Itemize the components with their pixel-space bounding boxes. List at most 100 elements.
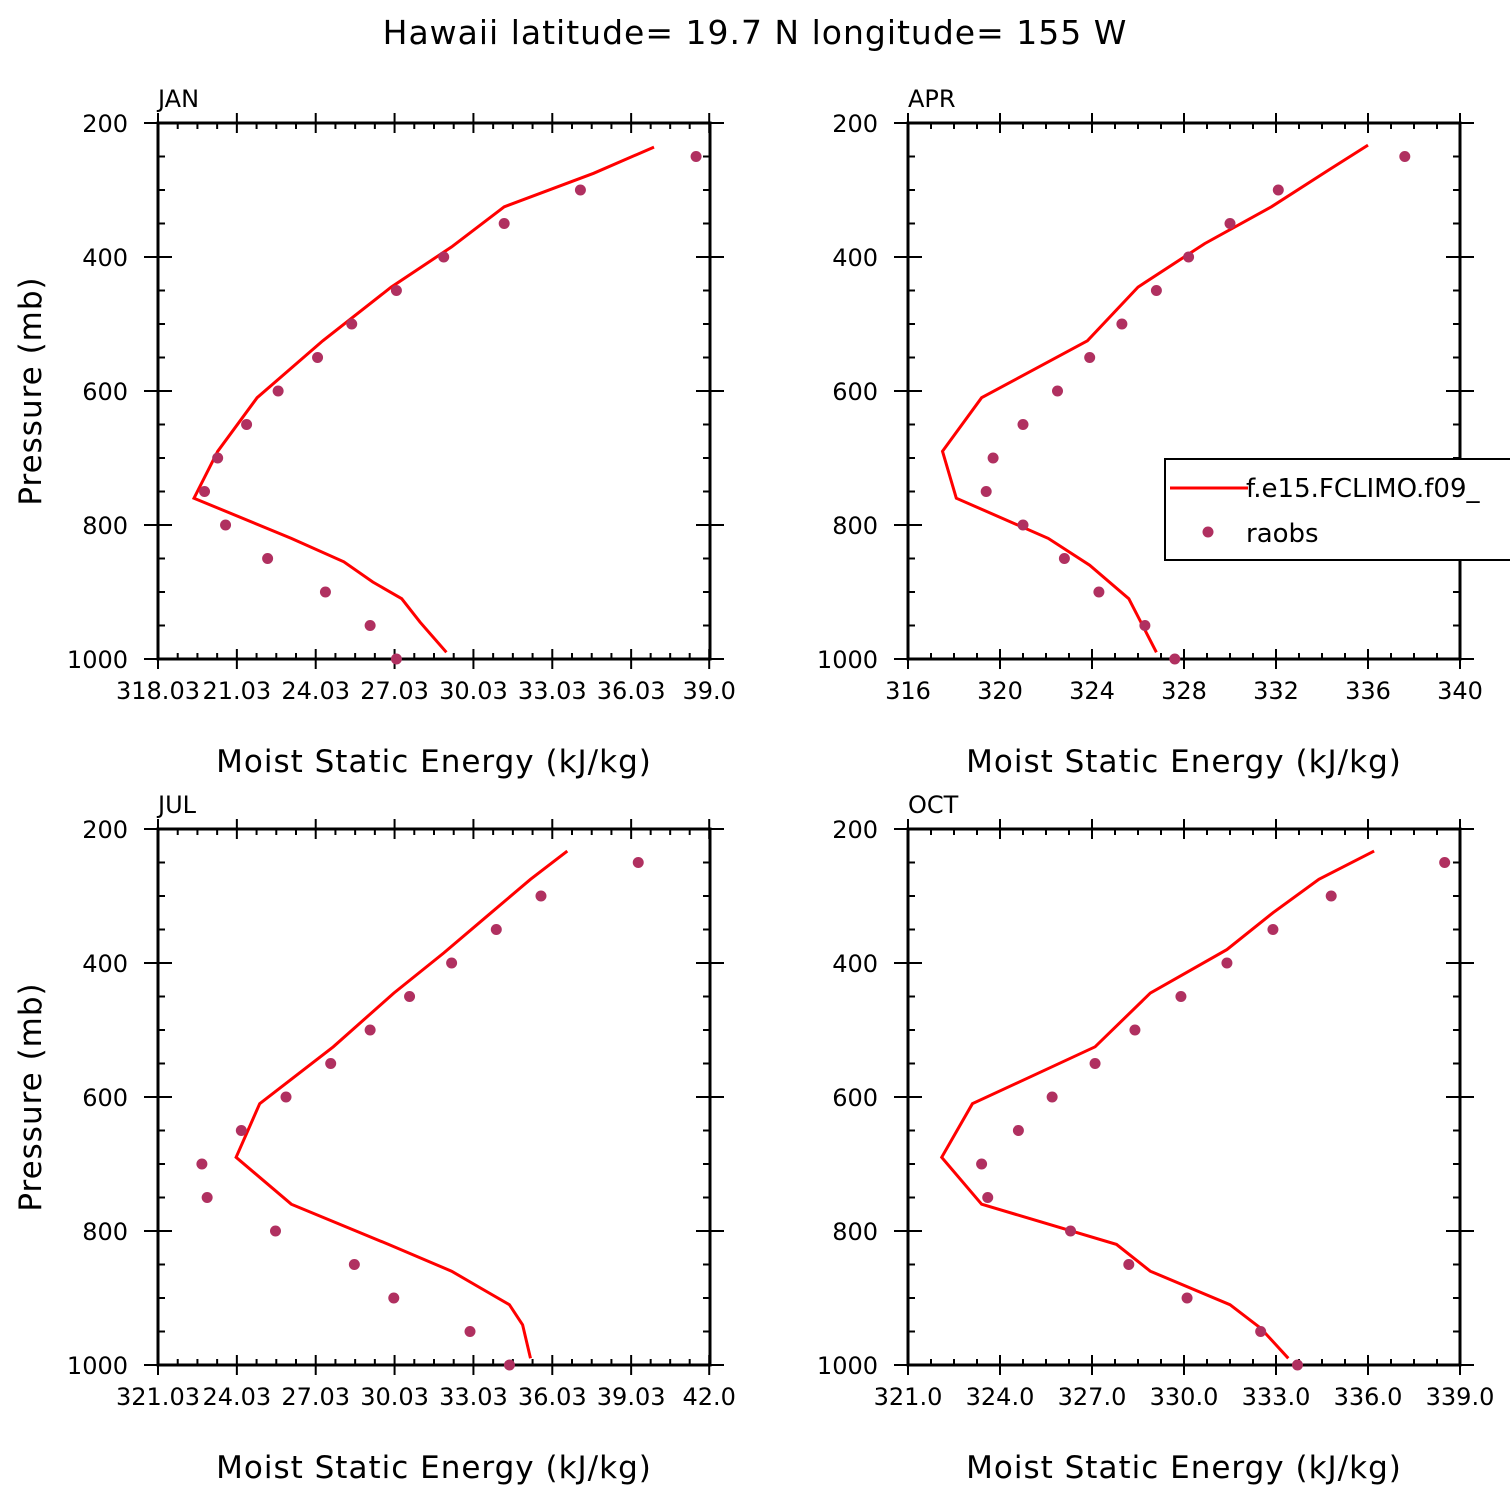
x-axis-title: Moist Static Energy (kJ/kg) bbox=[966, 744, 1402, 780]
raobs-point bbox=[980, 486, 992, 497]
panel-jan: JAN 318.03 21.03 24.03 27.03 30.03 33.03 36.03 3… bbox=[13, 85, 736, 780]
raobs-point bbox=[1123, 1259, 1135, 1270]
raobs-point bbox=[574, 184, 586, 196]
raobs-point bbox=[1183, 251, 1195, 263]
raobs-point bbox=[272, 385, 284, 397]
plot-frame bbox=[156, 121, 712, 661]
chart-title: Hawaii latitude= 19.7 N longitude= 155 W bbox=[383, 13, 1128, 52]
y-tick-label: 200 bbox=[82, 110, 128, 138]
y-tick-label: 800 bbox=[832, 512, 878, 540]
raobs-point bbox=[438, 251, 450, 263]
raobs-point bbox=[1046, 1091, 1058, 1103]
x-tick-label: 30.03 bbox=[360, 1383, 429, 1411]
y-tick-label: 200 bbox=[82, 816, 128, 844]
x-tick-label: 339.0 bbox=[1426, 1383, 1495, 1411]
raobs-point bbox=[269, 1225, 281, 1237]
x-tick-label: 336 bbox=[1345, 677, 1391, 705]
x-tick-label: 324.0 bbox=[966, 1383, 1035, 1411]
x-tick-label: 321.03 bbox=[116, 1383, 200, 1411]
x-tick-label: 320 bbox=[977, 677, 1023, 705]
x-tick-label: 316 bbox=[885, 677, 931, 705]
x-tick-label: 36.03 bbox=[597, 677, 666, 705]
x-tick-label: 321.0 bbox=[874, 1383, 943, 1411]
raobs-point bbox=[976, 1158, 988, 1170]
y-tick-label: 600 bbox=[832, 1084, 878, 1112]
raobs-point bbox=[280, 1091, 292, 1103]
raobs-point bbox=[1093, 586, 1105, 598]
panel-label: OCT bbox=[908, 791, 959, 819]
panel-label: JAN bbox=[156, 85, 199, 113]
raobs-point bbox=[201, 1192, 213, 1203]
y-tick-label: 400 bbox=[832, 950, 878, 978]
raobs-point bbox=[220, 519, 232, 531]
y-tick-label: 400 bbox=[832, 244, 878, 272]
x-tick-label: 36.03 bbox=[518, 1383, 587, 1411]
raobs-point bbox=[1058, 553, 1070, 564]
raobs-point bbox=[1129, 1024, 1141, 1036]
raobs-point bbox=[312, 352, 324, 363]
model-series-line bbox=[940, 143, 1369, 653]
raobs-point bbox=[346, 318, 358, 330]
raobs-point bbox=[199, 486, 211, 497]
raobs-point bbox=[632, 857, 644, 868]
x-tick-label: 328 bbox=[1161, 677, 1207, 705]
raobs-point bbox=[503, 1359, 515, 1371]
raobs-point bbox=[1089, 1058, 1101, 1069]
raobs-point bbox=[1267, 924, 1279, 935]
panel-apr: APR 316 320 324 328 332 336 340 200 400 600 800 1000… bbox=[817, 85, 1483, 780]
x-tick-label: 42.0 bbox=[682, 1383, 735, 1411]
x-tick-label: 30.03 bbox=[439, 677, 508, 705]
model-series-line bbox=[939, 849, 1375, 1360]
x-axis-title: Moist Static Energy (kJ/kg) bbox=[216, 1450, 652, 1486]
raobs-point bbox=[1052, 385, 1063, 397]
panel-oct: OCT 321.0 324.0 327.0 330.0 333.0 336.0 339.0 20… bbox=[817, 791, 1494, 1486]
raobs-point bbox=[364, 1024, 376, 1036]
x-tick-label: 21.03 bbox=[202, 677, 271, 705]
x-tick-label: 39.0 bbox=[682, 677, 735, 705]
x-tick-label: 327.0 bbox=[1058, 1383, 1127, 1411]
raobs-point bbox=[1150, 285, 1162, 296]
raobs-point bbox=[235, 1125, 247, 1136]
legend-entry-model: f.e15.FCLIMO.f09_ bbox=[1246, 474, 1480, 504]
raobs-point bbox=[1116, 318, 1128, 330]
raobs-point bbox=[1221, 957, 1233, 969]
raobs-point bbox=[1084, 352, 1096, 363]
x-axis-title: Moist Static Energy (kJ/kg) bbox=[216, 744, 652, 780]
plot-frame bbox=[156, 827, 712, 1367]
legend-box bbox=[1164, 458, 1510, 561]
y-tick-label: 1000 bbox=[817, 1352, 878, 1380]
raobs-point bbox=[1325, 890, 1337, 902]
legend: f.e15.FCLIMO.f09_raobs bbox=[1164, 458, 1510, 561]
y-tick-label: 1000 bbox=[67, 646, 128, 674]
y-tick-label: 600 bbox=[82, 378, 128, 406]
raobs-point bbox=[1169, 653, 1181, 665]
y-tick-label: 800 bbox=[82, 1218, 128, 1246]
raobs-point bbox=[196, 1158, 208, 1170]
raobs-point bbox=[390, 653, 402, 665]
raobs-point bbox=[262, 553, 274, 564]
raobs-point bbox=[325, 1058, 337, 1069]
raobs-point bbox=[1139, 620, 1151, 631]
x-tick-label: 332 bbox=[1253, 677, 1299, 705]
raobs-point bbox=[388, 1292, 400, 1304]
raobs-point bbox=[212, 452, 224, 464]
model-series-line bbox=[234, 849, 569, 1359]
raobs-point bbox=[1175, 991, 1187, 1002]
panels: JAN 318.03 21.03 24.03 27.03 30.03 33.03 36.03 3… bbox=[13, 85, 1494, 1486]
x-tick-label: 24.03 bbox=[202, 1383, 271, 1411]
raobs-point bbox=[1439, 857, 1451, 868]
raobs-point bbox=[1012, 1125, 1024, 1136]
x-tick-label: 39.03 bbox=[597, 1383, 666, 1411]
y-tick-label: 800 bbox=[832, 1218, 878, 1246]
raobs-point bbox=[1017, 419, 1029, 430]
y-tick-label: 600 bbox=[82, 1084, 128, 1112]
raobs-point bbox=[982, 1192, 994, 1203]
y-axis-title: Pressure (mb) bbox=[13, 982, 49, 1211]
legend-dot-swatch bbox=[1202, 526, 1214, 538]
x-tick-label: 27.03 bbox=[281, 1383, 350, 1411]
raobs-point bbox=[490, 924, 502, 935]
x-tick-label: 340 bbox=[1437, 677, 1483, 705]
panel-label: APR bbox=[908, 85, 956, 113]
raobs-point bbox=[1065, 1225, 1077, 1237]
